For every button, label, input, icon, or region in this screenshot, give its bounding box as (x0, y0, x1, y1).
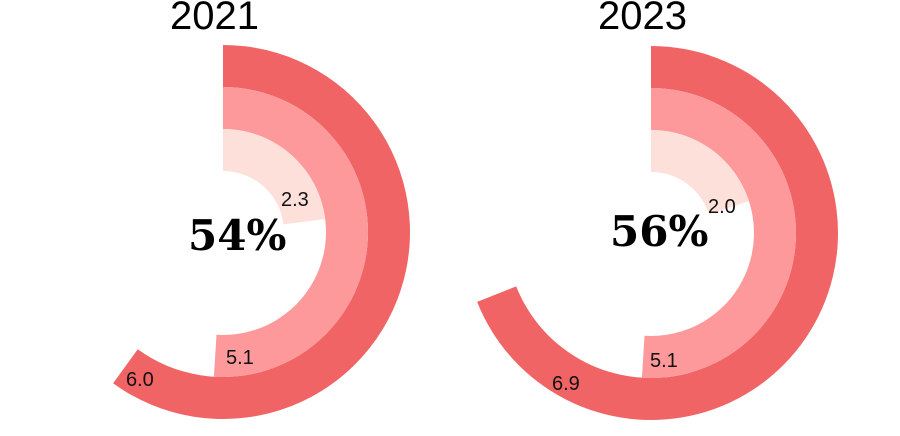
chart-panel-2023: 2023 56% 2.0 5.1 6.9 (428, 0, 878, 436)
value-middle: 5.1 (650, 350, 678, 372)
value-inner: 2.0 (708, 196, 736, 218)
chart-title: 2021 (170, 0, 259, 38)
ring-middle (641, 88, 797, 378)
ring-inner (651, 130, 749, 215)
ring-inner (223, 129, 326, 225)
chart-title: 2023 (598, 0, 687, 38)
value-outer: 6.0 (126, 369, 154, 391)
value-outer: 6.9 (552, 373, 580, 395)
radial-chart-2023: 56% 2.0 5.1 6.9 (477, 46, 838, 420)
ring-middle (213, 87, 369, 377)
center-percent: 54% (188, 211, 286, 260)
value-inner: 2.3 (281, 189, 309, 211)
chart-panel-2021: 2021 54% 2.3 5.1 6.0 (113, 0, 411, 420)
radial-chart-2021: 54% 2.3 5.1 6.0 (113, 45, 411, 420)
value-middle: 5.1 (226, 347, 254, 369)
ring-outer (113, 45, 411, 420)
center-percent: 56% (610, 207, 708, 256)
